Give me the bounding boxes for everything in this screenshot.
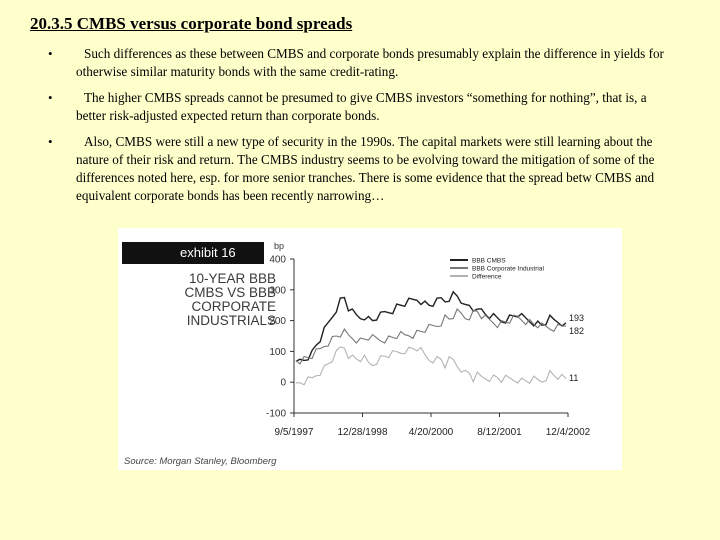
x-tick-label: 8/12/2001: [477, 427, 522, 438]
bullet-text: Also, CMBS were still a new type of secu…: [76, 134, 655, 203]
x-tick-label: 12/28/1998: [337, 427, 387, 438]
series-line: [295, 290, 567, 362]
y-tick-label: 200: [269, 316, 286, 327]
bullet-item: • The higher CMBS spreads cannot be pres…: [48, 89, 668, 125]
exhibit-figure: exhibit 16 10-YEAR BBB CMBS VS BBB CORPO…: [118, 228, 622, 470]
y-tick-label: 0: [280, 378, 286, 389]
x-tick-label: 9/5/1997: [275, 427, 314, 438]
exhibit-title: 10-YEAR BBB CMBS VS BBB CORPORATE INDUST…: [158, 272, 276, 328]
bullet-text: The higher CMBS spreads cannot be presum…: [76, 90, 647, 123]
bullet-marker: •: [48, 134, 53, 149]
slide-title: 20.3.5 CMBS versus corporate bond spread…: [30, 14, 353, 33]
bullet-marker: •: [48, 90, 53, 105]
series-line: [296, 346, 567, 386]
exhibit-title-line: INDUSTRIALS: [186, 313, 276, 328]
exhibit-title-line: 10-YEAR BBB: [188, 271, 276, 286]
x-tick-label: 4/20/2000: [409, 427, 454, 438]
bullet-item: • Such differences as these between CMBS…: [48, 45, 668, 81]
spread-line-chart: bp -100 0 100 200 300 400 9/5/1997 12/28/1998 4/2…: [266, 241, 591, 438]
series-end-label: 11: [569, 373, 578, 383]
exhibit-source: Source: Morgan Stanley, Bloomberg: [124, 456, 277, 467]
bullet-marker: •: [48, 46, 53, 61]
legend-label: BBB CMBS: [472, 258, 506, 265]
bullet-list: • Such differences as these between CMBS…: [48, 45, 668, 213]
series-end-label: 193: [569, 313, 584, 323]
y-tick-label: 100: [269, 347, 286, 358]
legend-label: BBB Corporate Industrial: [472, 266, 544, 273]
exhibit-title-line: CORPORATE: [191, 299, 276, 314]
y-tick-label: 300: [269, 285, 286, 296]
series-line: [295, 308, 566, 365]
y-axis-label: bp: [274, 241, 284, 251]
bullet-item: • Also, CMBS were still a new type of se…: [48, 133, 668, 205]
y-tick-label: -100: [266, 409, 286, 420]
bullet-text: Such differences as these between CMBS a…: [76, 46, 664, 79]
exhibit-badge: exhibit 16: [122, 242, 264, 264]
legend-label: Difference: [472, 274, 502, 281]
series-end-label: 182: [569, 326, 584, 336]
exhibit-badge-label: exhibit 16: [180, 245, 236, 260]
exhibit-title-line: CMBS VS BBB: [184, 285, 276, 300]
y-tick-label: 400: [269, 255, 286, 266]
x-tick-label: 12/4/2002: [546, 427, 591, 438]
